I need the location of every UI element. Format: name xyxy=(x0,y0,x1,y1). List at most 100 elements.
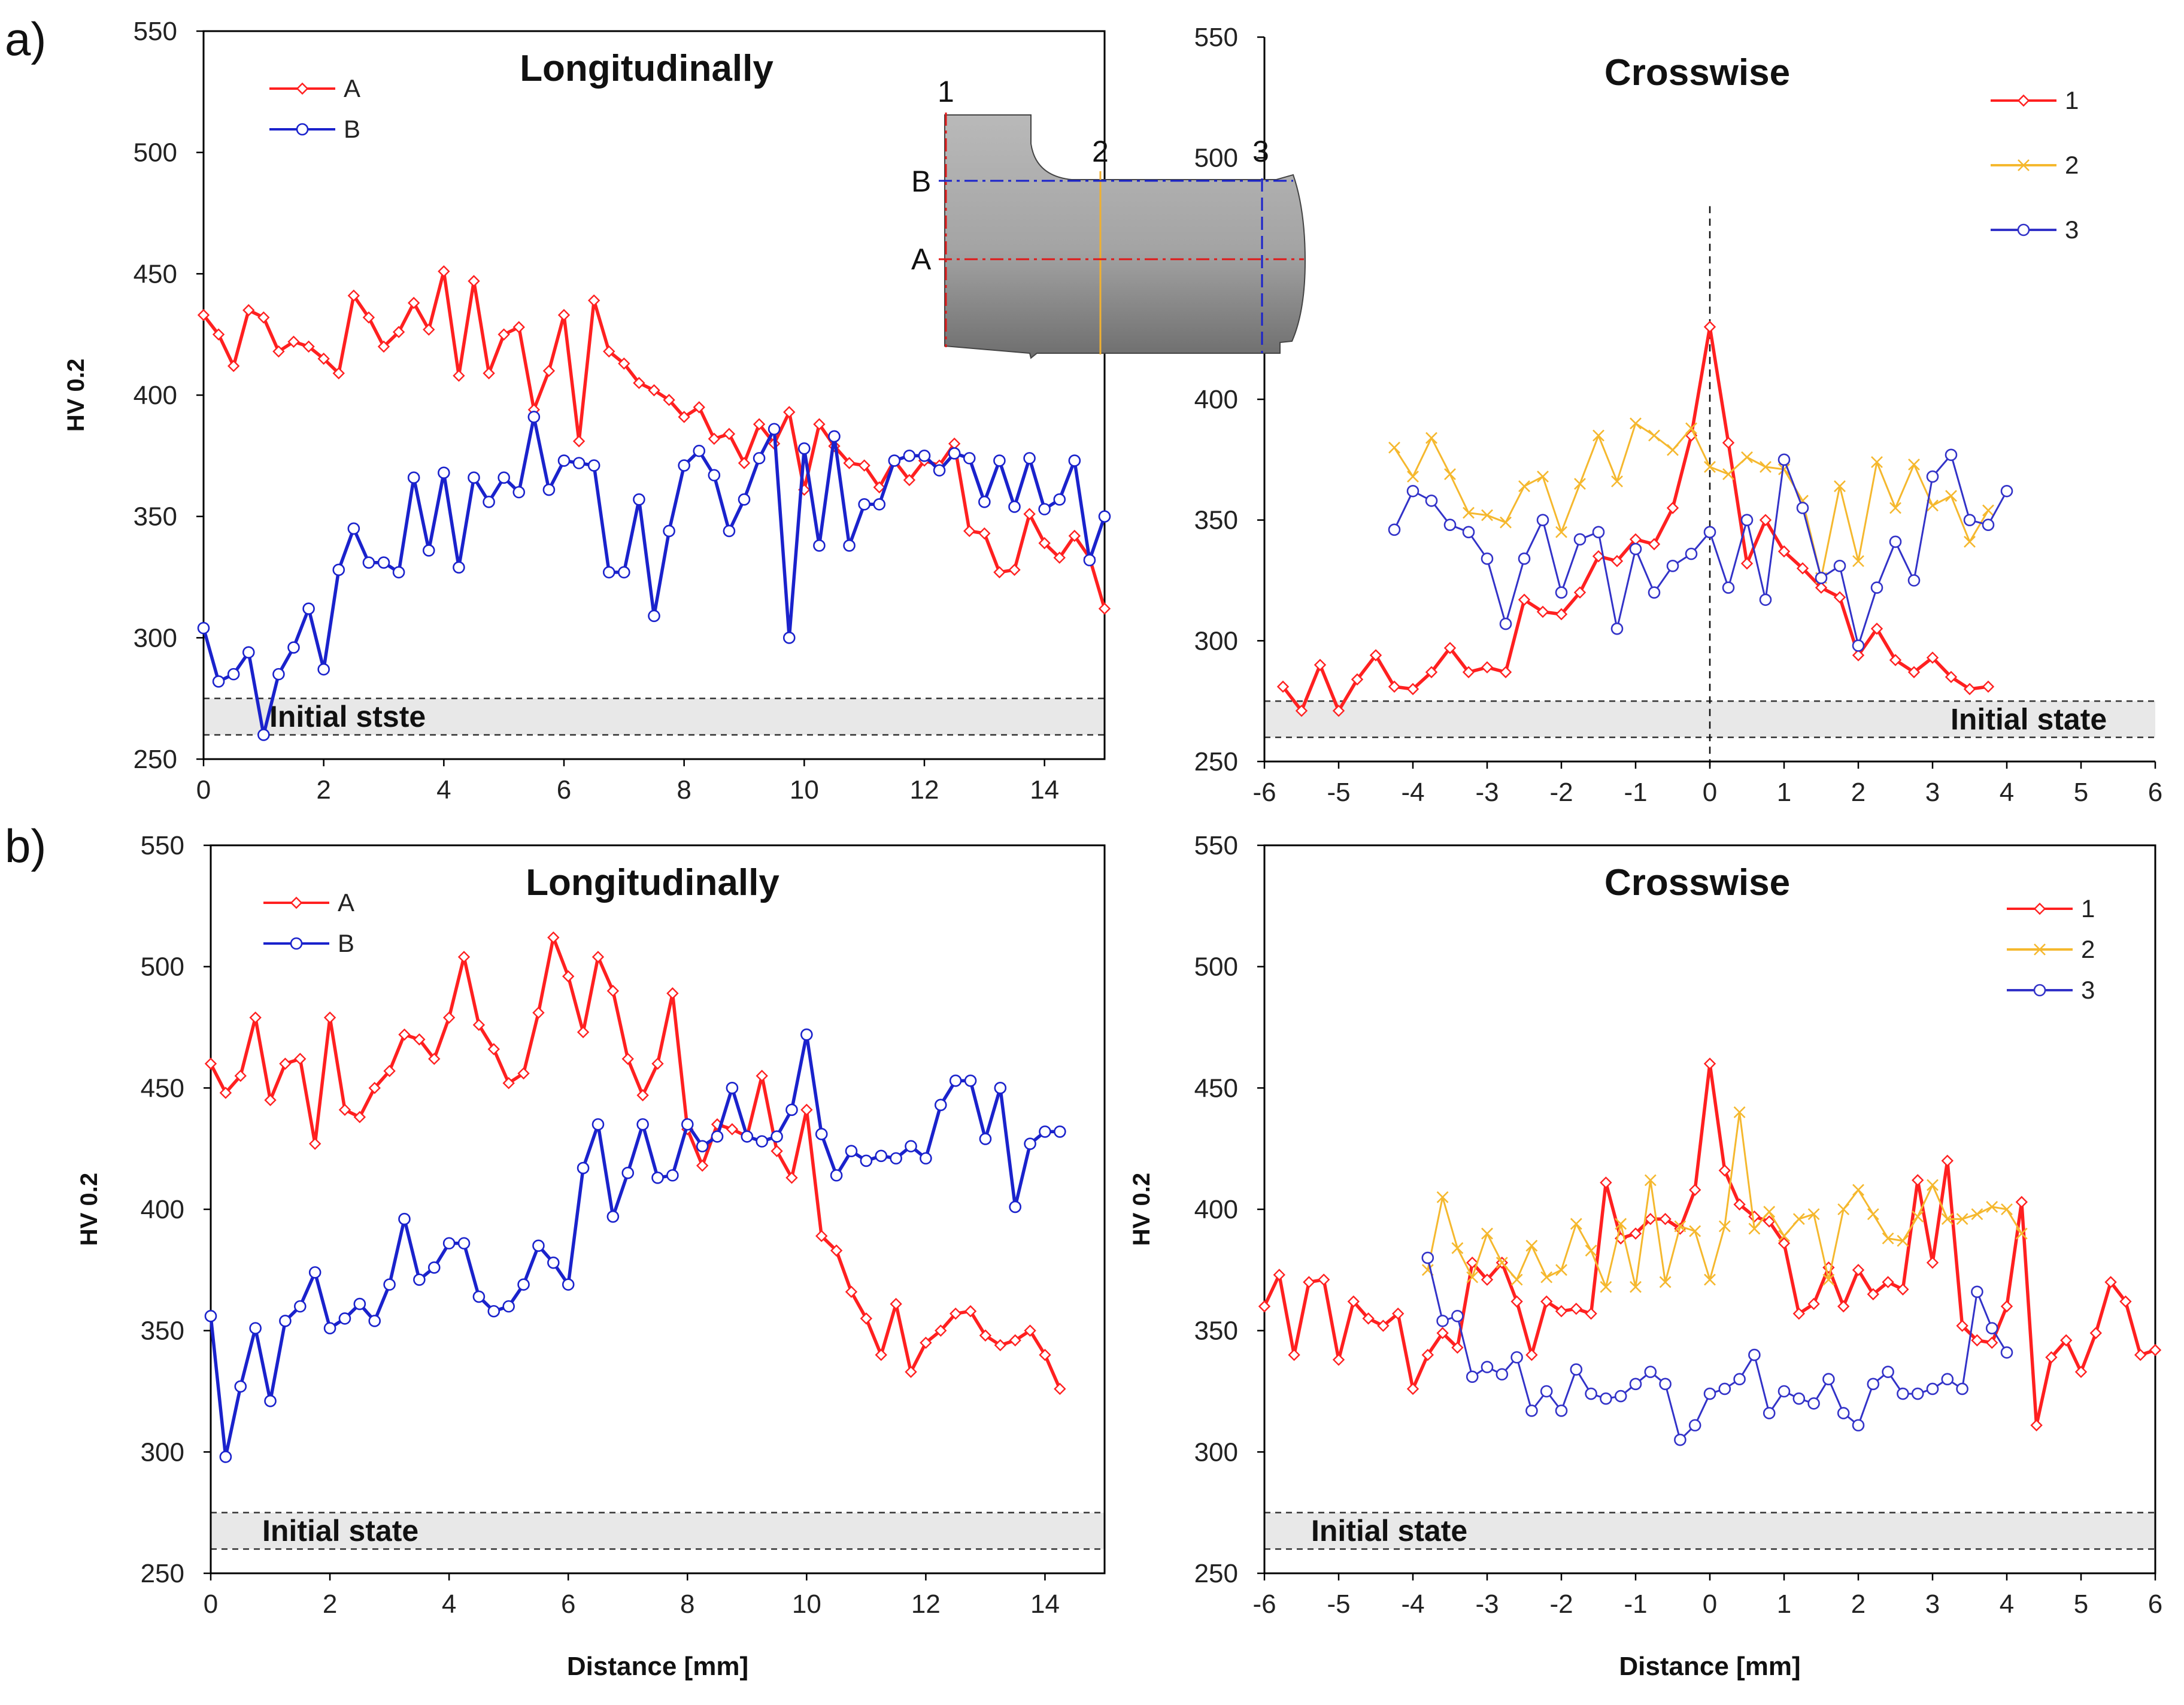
point-B-27 xyxy=(606,1210,620,1223)
x-tick-label: 5 xyxy=(2074,1589,2088,1619)
y-tick-label: 300 xyxy=(1194,626,1238,656)
point-B-18 xyxy=(472,1290,486,1303)
legend-label: 3 xyxy=(2081,976,2095,1004)
point-3-37 xyxy=(1971,1285,1983,1299)
point-A-5 xyxy=(272,345,285,358)
point-B-58 xyxy=(1068,454,1081,467)
point-1-13 xyxy=(1518,593,1531,606)
point-B-25 xyxy=(572,457,586,469)
point-3-6 xyxy=(1510,1351,1523,1364)
point-1-4 xyxy=(1351,673,1364,686)
point-1-36 xyxy=(1945,671,1958,684)
point-2-12 xyxy=(1600,1281,1612,1293)
point-3-15 xyxy=(1644,1366,1657,1378)
point-B-36 xyxy=(738,493,751,506)
point-A-35 xyxy=(726,1123,739,1136)
point-2-20 xyxy=(1718,1220,1731,1233)
point-1-14 xyxy=(1466,1256,1479,1269)
series-1 xyxy=(1276,320,1995,717)
x-tick-label: -5 xyxy=(1327,778,1350,807)
series-B xyxy=(197,411,1111,741)
point-B-3 xyxy=(242,646,255,659)
point-B-19 xyxy=(487,1304,500,1318)
point-1-15 xyxy=(1555,608,1568,621)
point-3-0 xyxy=(1388,523,1401,536)
point-1-35 xyxy=(1777,1237,1791,1249)
point-B-26 xyxy=(587,459,600,472)
point-B-21 xyxy=(512,486,526,499)
point-1-30 xyxy=(1833,591,1846,603)
point-A-20 xyxy=(502,1077,515,1090)
point-B-51 xyxy=(964,1074,977,1087)
point-A-37 xyxy=(753,418,766,430)
point-2-17 xyxy=(1704,461,1716,473)
point-3-13 xyxy=(1614,1390,1627,1403)
point-A-26 xyxy=(592,951,605,963)
point-A-24 xyxy=(562,970,575,983)
point-3-1 xyxy=(1436,1315,1449,1327)
y-tick-label: 500 xyxy=(134,138,177,168)
point-2-9 xyxy=(1555,526,1567,538)
point-1-18 xyxy=(1525,1349,1538,1361)
point-B-30 xyxy=(651,1172,664,1184)
point-2-16 xyxy=(1685,422,1697,435)
point-A-44 xyxy=(858,459,870,472)
point-2-15 xyxy=(1644,1174,1657,1187)
point-1-12 xyxy=(1499,666,1512,678)
initial-state-label: Initial state xyxy=(262,1514,418,1548)
point-1-21 xyxy=(1666,502,1679,514)
x-tick-label: -2 xyxy=(1549,778,1573,807)
x-tick-label: 3 xyxy=(1925,778,1940,807)
series-3 xyxy=(1388,448,2013,652)
point-3-32 xyxy=(1897,1387,1909,1400)
point-A-47 xyxy=(903,474,916,487)
inset-label-A: A xyxy=(911,242,932,276)
point-A-35 xyxy=(723,427,736,441)
point-legend-A-0 xyxy=(296,82,309,95)
point-B-40 xyxy=(800,1028,813,1041)
point-A-18 xyxy=(468,275,480,287)
series-line-A xyxy=(209,936,1061,1390)
point-2-31 xyxy=(1882,1232,1894,1245)
point-A-2 xyxy=(227,360,240,372)
series-1 xyxy=(1258,1057,2162,1431)
chart-title: Longitudinally xyxy=(520,48,774,89)
point-1-56 xyxy=(2089,1327,2102,1339)
series-B xyxy=(204,1028,1066,1463)
x-tick-label: 2 xyxy=(1851,778,1866,807)
point-3-4 xyxy=(1481,1361,1494,1373)
point-A-54 xyxy=(1009,1334,1021,1347)
point-B-5 xyxy=(272,668,285,681)
x-tick-label: 8 xyxy=(677,775,691,805)
point-B-12 xyxy=(383,1278,396,1291)
x-tick-label: -1 xyxy=(1624,1589,1647,1619)
point-A-40 xyxy=(800,1103,813,1117)
point-3-17 xyxy=(1674,1433,1686,1446)
point-2-38 xyxy=(1986,1201,1998,1213)
point-1-7 xyxy=(1362,1312,1375,1325)
point-3-10 xyxy=(1573,533,1587,546)
point-B-2 xyxy=(227,668,240,681)
y-tick-label: 250 xyxy=(141,1559,184,1588)
x-tick-label: -3 xyxy=(1475,778,1499,807)
point-2-28 xyxy=(1837,1203,1850,1215)
point-3-23 xyxy=(1815,572,1828,584)
point-1-26 xyxy=(1759,514,1772,526)
y-axis-label: HV 0.2 xyxy=(1129,1173,1155,1246)
point-2-25 xyxy=(1852,555,1864,568)
point-A-21 xyxy=(512,321,525,333)
point-2-18 xyxy=(1722,468,1734,480)
initial-state-band xyxy=(1264,701,2155,738)
point-2-21 xyxy=(1778,463,1790,475)
point-1-9 xyxy=(1443,642,1457,654)
point-1-57 xyxy=(2104,1276,2117,1288)
point-B-39 xyxy=(782,632,796,644)
point-A-18 xyxy=(472,1018,486,1032)
x-tick-label: 4 xyxy=(2000,778,2014,807)
point-A-38 xyxy=(771,1145,783,1157)
x-tick-label: 2 xyxy=(316,775,330,805)
initial-state-label: Initial state xyxy=(1311,1514,1467,1548)
point-3-38 xyxy=(1985,1322,1998,1334)
legend-label: A xyxy=(338,888,354,917)
inset-label-2: 2 xyxy=(1092,135,1109,168)
